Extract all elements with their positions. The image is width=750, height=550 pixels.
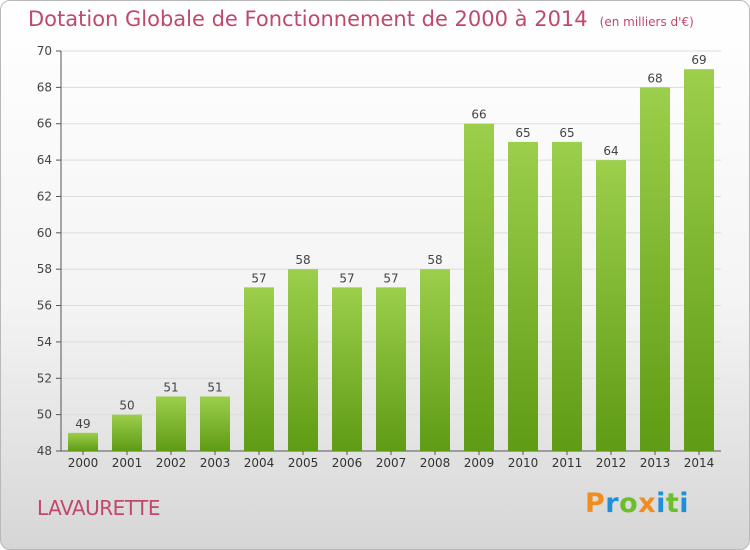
data-label: 50	[119, 399, 134, 413]
bar-2000	[68, 432, 98, 451]
logo-letter: x	[638, 488, 657, 519]
data-label: 65	[515, 126, 530, 140]
y-tick-label: 56	[37, 299, 52, 313]
x-tick-label: 2012	[596, 456, 627, 470]
bar-2010	[508, 141, 538, 451]
y-tick-label: 60	[37, 226, 52, 240]
x-tick-label: 2002	[156, 456, 187, 470]
logo-letter: t	[665, 488, 680, 519]
x-tick-label: 2011	[552, 456, 583, 470]
data-label: 57	[383, 271, 398, 285]
chart-title: Dotation Globale de Fonctionnement de 20…	[28, 7, 588, 31]
y-tick-label: 52	[37, 371, 52, 385]
data-label: 69	[691, 53, 706, 67]
data-label: 49	[75, 417, 90, 431]
x-tick-label: 2008	[420, 456, 451, 470]
logo-letter: i	[679, 488, 690, 519]
x-tick-label: 2007	[376, 456, 407, 470]
bar-2003	[200, 396, 230, 451]
data-label: 58	[427, 253, 442, 267]
data-label: 51	[163, 380, 178, 394]
bar-2006	[332, 287, 362, 451]
data-label: 51	[207, 380, 222, 394]
data-label: 57	[339, 271, 354, 285]
bars	[68, 69, 714, 452]
y-tick-label: 48	[37, 444, 52, 458]
y-tick-label: 54	[37, 335, 52, 349]
bar-2009	[464, 123, 494, 452]
y-tick-label: 50	[37, 408, 52, 422]
y-tick-label: 62	[37, 189, 52, 203]
y-tick-label: 68	[37, 80, 52, 94]
x-tick-label: 2010	[508, 456, 539, 470]
bar-2002	[156, 396, 186, 451]
data-label: 68	[647, 71, 662, 85]
bar-2012	[596, 160, 626, 451]
commune-name: LAVAURETTE	[37, 496, 160, 520]
bar-2008	[420, 269, 450, 451]
x-tick-label: 2003	[200, 456, 231, 470]
y-tick-label: 66	[37, 117, 52, 131]
y-tick-label: 58	[37, 262, 52, 276]
logo-letter: i	[656, 488, 666, 519]
bar-2011	[552, 141, 582, 451]
data-labels: 49 50 51 51 57 58 57 57 58 66 65 65 64 68 69	[75, 53, 706, 431]
data-label: 64	[603, 144, 618, 158]
data-label: 66	[471, 108, 486, 122]
y-tick-label: 64	[37, 153, 52, 167]
x-tick-label: 2006	[332, 456, 363, 470]
bar-2001	[112, 414, 142, 451]
y-tick-label: 70	[37, 44, 52, 58]
x-tick-label: 2013	[640, 456, 671, 470]
logo-letter: P	[585, 488, 606, 519]
bar-2005	[288, 269, 318, 451]
x-tick-label: 2004	[244, 456, 275, 470]
logo-letter: r	[605, 488, 620, 519]
x-tick-label: 2009	[464, 456, 495, 470]
proxiti-logo[interactable]: Proxiti	[585, 488, 689, 519]
x-tick-label: 2000	[68, 456, 99, 470]
bar-2004	[244, 287, 274, 451]
bar-2014	[684, 69, 714, 451]
data-label: 65	[559, 126, 574, 140]
bar-2007	[376, 287, 406, 451]
chart-unit: (en milliers d'€)	[599, 15, 694, 29]
x-tick-label: 2001	[112, 456, 143, 470]
data-label: 58	[295, 253, 310, 267]
chart-title-block: Dotation Globale de Fonctionnement de 20…	[28, 7, 694, 31]
x-tick-label: 2014	[684, 456, 715, 470]
data-label: 57	[251, 271, 266, 285]
x-tick-label: 2005	[288, 456, 319, 470]
bar-2013	[640, 87, 670, 451]
logo-letter: o	[619, 488, 639, 519]
